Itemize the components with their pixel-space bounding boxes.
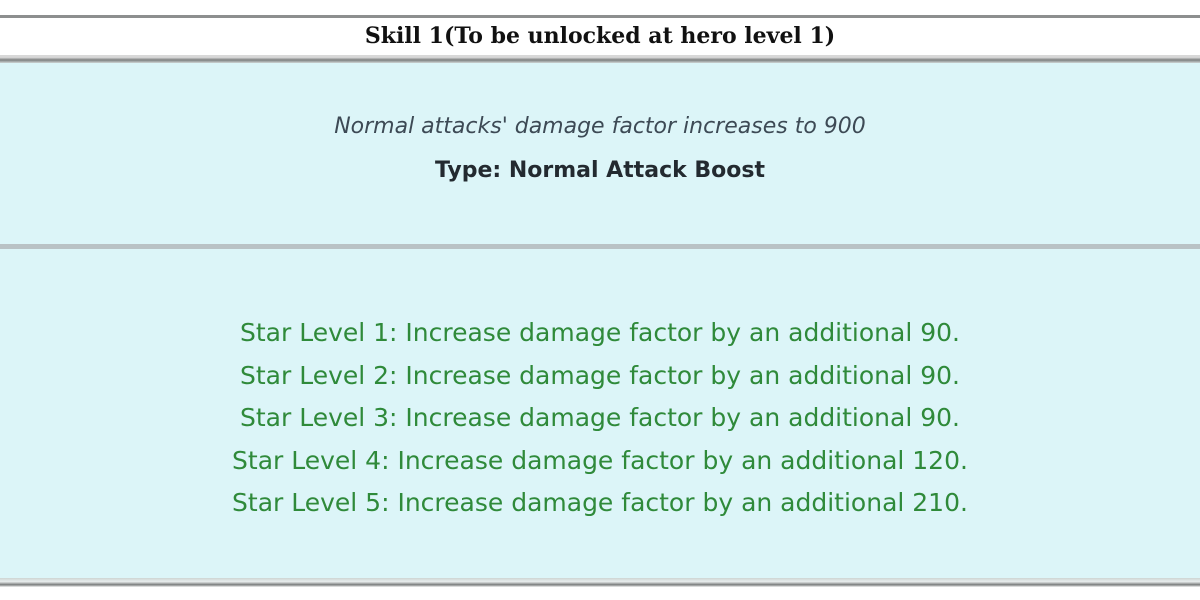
star-levels-panel: Star Level 1: Increase damage factor by … <box>0 249 1200 578</box>
divider <box>0 578 1200 587</box>
skill-description: Normal attacks' damage factor increases … <box>334 114 866 139</box>
skill-title: Skill 1(To be unlocked at hero level 1) <box>0 15 1200 57</box>
divider <box>0 57 1200 63</box>
skill-info-panel: Normal attacks' damage factor increases … <box>0 63 1200 244</box>
divider <box>0 244 1200 249</box>
skill-type: Type: Normal Attack Boost <box>434 158 766 183</box>
star-level-5: Star Level 5: Increase damage factor by … <box>232 488 968 517</box>
star-level-1: Star Level 1: Increase damage factor by … <box>239 318 960 347</box>
star-level-2: Star Level 2: Increase damage factor by … <box>239 360 960 390</box>
top-margin <box>0 0 1200 15</box>
star-level-4: Star Level 4: Increase damage factor by … <box>232 445 968 475</box>
star-level-3: Star Level 3: Increase damage factor by … <box>239 403 960 432</box>
